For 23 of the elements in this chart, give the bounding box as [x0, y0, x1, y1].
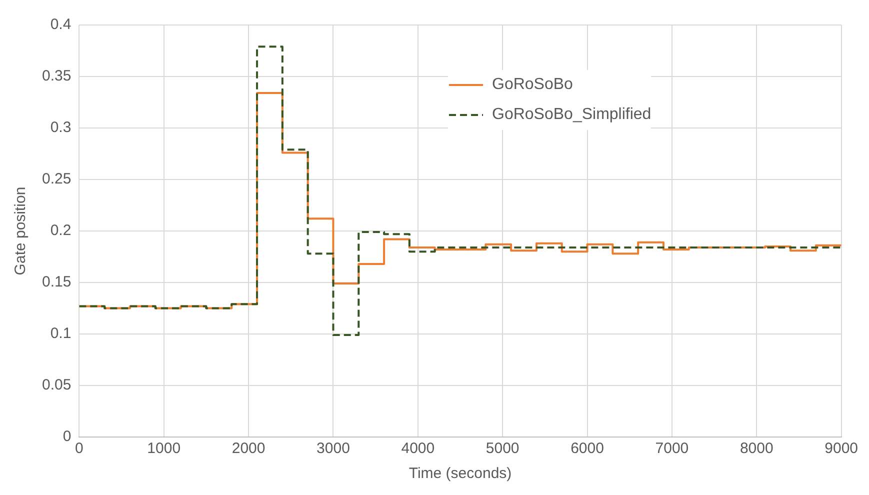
- x-tick-label: 5000: [486, 440, 520, 458]
- x-tick-label: 9000: [824, 440, 858, 458]
- y-tick-label: 0.1: [50, 325, 72, 342]
- y-tick-label: 0: [62, 428, 72, 446]
- y-tick-label: 0.15: [42, 274, 72, 291]
- y-tick-label: 0.3: [50, 119, 72, 136]
- x-tick-label: 2000: [232, 440, 266, 458]
- x-tick-label: 3000: [316, 440, 350, 458]
- x-tick-label: 0: [75, 440, 84, 458]
- legend-label: GoRoSoBo: [492, 76, 573, 94]
- x-tick-label: 6000: [570, 440, 604, 458]
- y-tick-label: 0.2: [50, 222, 72, 240]
- y-tick-label: 0.4: [50, 16, 72, 34]
- x-axis-title: Time (seconds): [408, 465, 512, 482]
- x-tick-label: 1000: [147, 440, 181, 458]
- legend-label: GoRoSoBo_Simplified: [492, 106, 652, 124]
- y-axis-title: Gate position: [12, 186, 30, 276]
- x-tick-label: 4000: [401, 440, 435, 458]
- y-tick-label: 0.05: [42, 376, 72, 394]
- y-tick-label: 0.35: [42, 68, 72, 85]
- x-tick-label: 8000: [740, 440, 774, 458]
- y-tick-label: 0.25: [42, 170, 72, 188]
- x-tick-label: 7000: [655, 440, 689, 458]
